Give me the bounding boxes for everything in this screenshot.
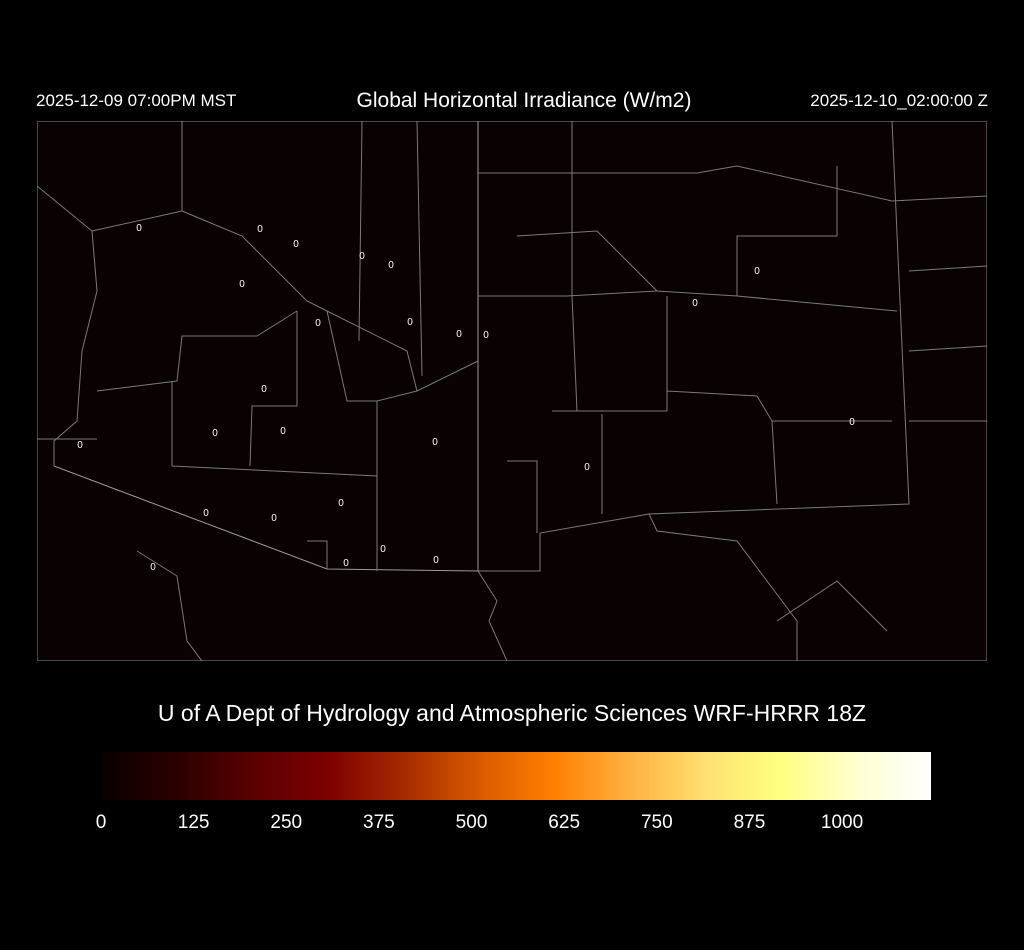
credit-line: U of A Dept of Hydrology and Atmospheric…	[157, 700, 867, 726]
station-value: 0	[293, 239, 299, 250]
station-value: 0	[754, 266, 760, 277]
colorbar-tick: 125	[177, 812, 210, 833]
station-value: 0	[433, 555, 439, 566]
station-values: 0 0 0 0 0 0 0 0 0 0 0 0 0 0 0 0 0 0 0 0 0 0 0 0 0 0	[77, 223, 855, 573]
station-value: 0	[456, 329, 462, 340]
station-value: 0	[212, 428, 218, 439]
station-value: 0	[343, 558, 349, 569]
station-value: 0	[388, 260, 394, 271]
station-value: 0	[315, 318, 321, 329]
station-value: 0	[280, 426, 286, 437]
station-value: 0	[692, 298, 698, 309]
station-value: 0	[407, 317, 413, 328]
station-value: 0	[584, 462, 590, 473]
valid-local-time: 2025-12-09 07:00PM MST	[36, 91, 237, 110]
state-borders	[37, 121, 987, 661]
station-value: 0	[203, 508, 209, 519]
irradiance-map: 0 0 0 0 0 0 0 0 0 0 0 0 0 0 0 0 0 0 0 0 0 0 0 0 0 0	[37, 121, 987, 661]
colorbar-tick: 0	[95, 812, 107, 833]
colorbar-tick: 750	[640, 812, 673, 833]
station-value: 0	[261, 384, 267, 395]
station-value: 0	[239, 279, 245, 290]
station-value: 0	[271, 513, 277, 524]
station-value: 0	[432, 437, 438, 448]
colorbar-tick: 250	[270, 812, 303, 833]
station-value: 0	[849, 417, 855, 428]
colorbar-tick: 1000	[820, 812, 864, 833]
station-value: 0	[338, 498, 344, 509]
colorbar	[101, 752, 931, 800]
colorbar-tick: 625	[548, 812, 581, 833]
station-value: 0	[483, 330, 489, 341]
valid-utc-time: 2025-12-10_02:00:00 Z	[810, 91, 988, 110]
map-title: Global Horizontal Irradiance (W/m2)	[356, 89, 692, 112]
station-value: 0	[380, 544, 386, 555]
colorbar-tick: 500	[455, 812, 488, 833]
station-value: 0	[257, 224, 263, 235]
station-value: 0	[150, 562, 156, 573]
colorbar-tick: 375	[363, 812, 395, 833]
station-value: 0	[136, 223, 142, 234]
colorbar-tick: 875	[733, 812, 766, 833]
station-value: 0	[359, 251, 365, 262]
station-value: 0	[77, 440, 83, 451]
